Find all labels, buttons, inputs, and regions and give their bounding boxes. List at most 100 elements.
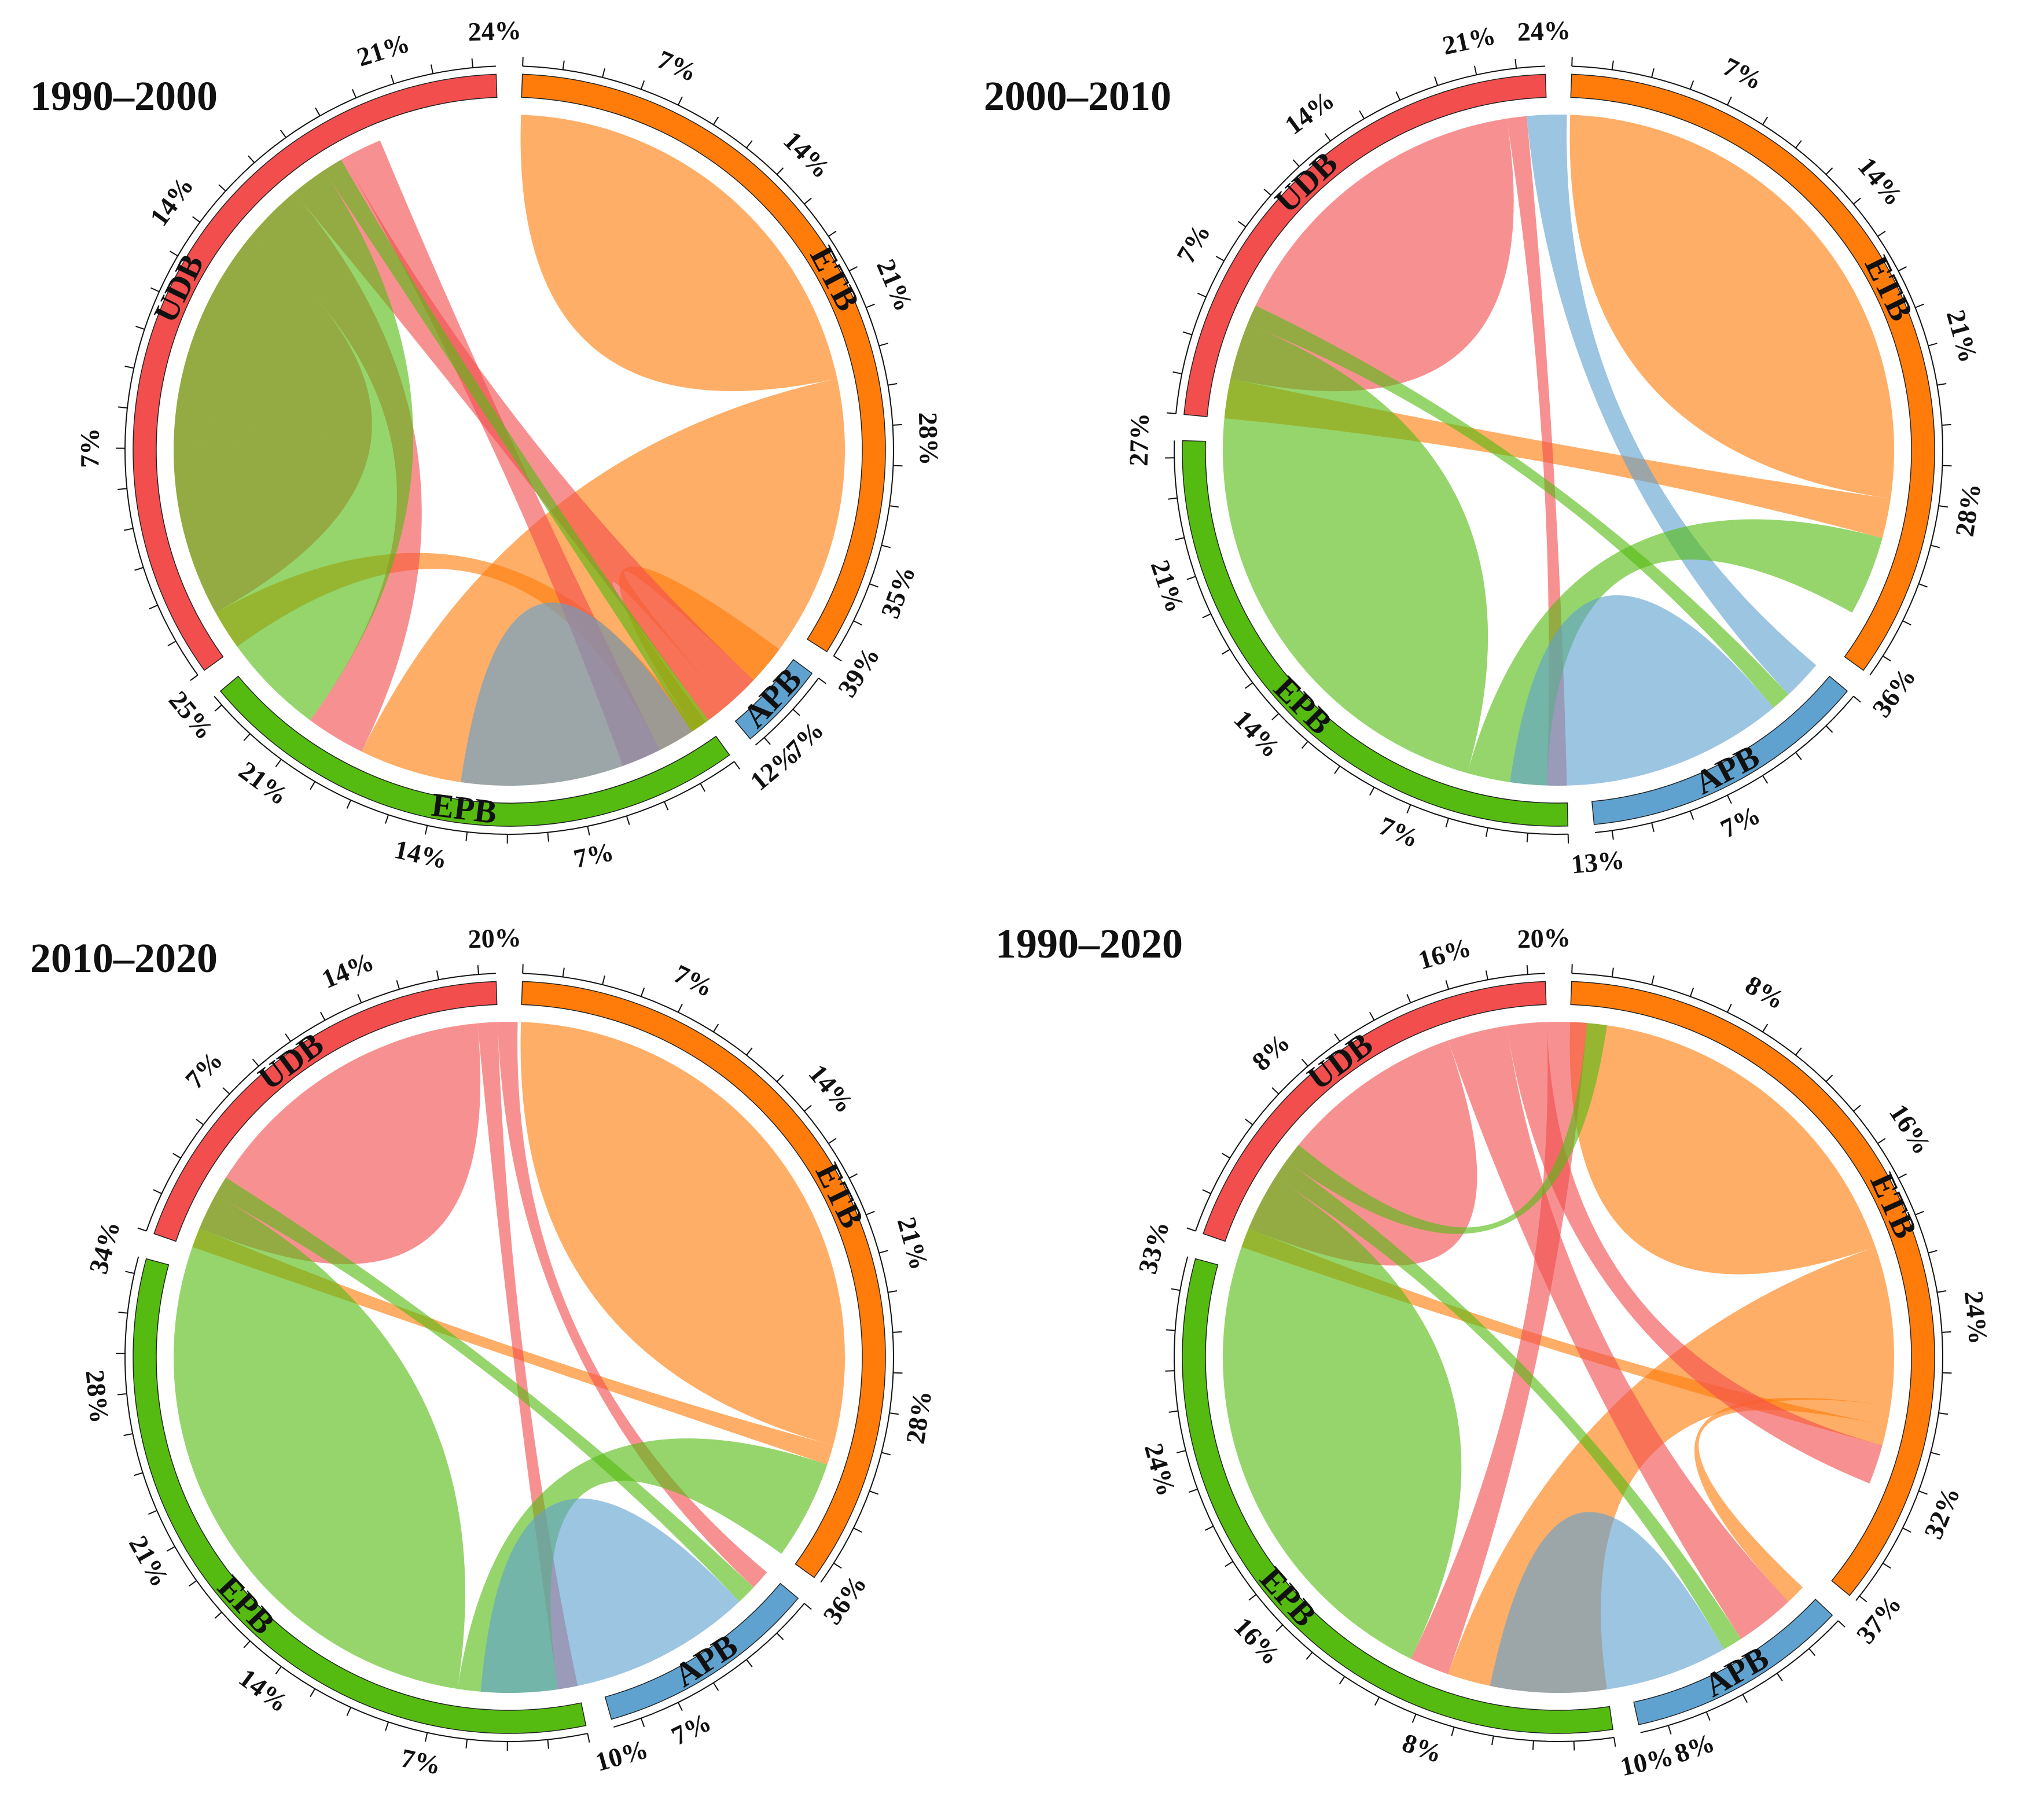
sector-label-etb: ETB (808, 1157, 872, 1234)
tick-label: 14% (778, 126, 836, 184)
ribbons (1223, 1021, 1894, 1693)
flow-epb-epb (173, 1195, 465, 1689)
sector-arc-apb (734, 658, 813, 740)
tick-label: 16% (1228, 1611, 1286, 1670)
tick-mark (465, 831, 468, 842)
tick-mark (1186, 576, 1196, 580)
tick-mark (848, 266, 858, 272)
tick-label: 14% (392, 834, 450, 874)
tick-mark (1271, 713, 1280, 720)
tick-axis-etb (1572, 973, 1943, 1601)
tick-label: 7% (670, 959, 718, 1003)
tick-mark (1275, 1624, 1284, 1632)
tick-mark (1837, 1620, 1846, 1628)
tick-mark (733, 761, 740, 770)
tick-axis-apb (755, 678, 819, 746)
tick-mark (436, 970, 439, 980)
tick-mark (746, 140, 753, 149)
tick-label: 8% (1399, 1728, 1446, 1769)
tick-label: 7% (667, 1707, 715, 1751)
flow-udb-etb (344, 140, 660, 766)
ribbons (1223, 115, 1894, 786)
tick-label: 24% (1517, 15, 1571, 46)
tick-mark (1727, 96, 1732, 106)
tick-label: 13% (1570, 845, 1626, 879)
tick-mark (351, 89, 357, 98)
flow-udb-epb (477, 1022, 578, 1689)
tick-mark (869, 583, 878, 588)
tick-mark (396, 980, 400, 990)
tick-mark (1742, 1694, 1748, 1703)
flow-epb-apb (215, 1177, 754, 1602)
chord-panel-2010-2020: 2010–2020ETBAPBEPBUDB7%14%21%28%36%7%10%… (30, 922, 937, 1780)
tick-mark (243, 1640, 251, 1648)
tick-mark (424, 825, 428, 835)
tick-mark (1877, 1137, 1886, 1144)
tick-mark (243, 733, 251, 741)
tick-mark (1938, 1412, 1948, 1415)
tick-label: 14% (234, 1663, 294, 1718)
tick-mark (1175, 537, 1185, 541)
tick-label: 21% (354, 28, 413, 72)
tick-axis-udb (124, 65, 496, 676)
tick-mark (1369, 1011, 1375, 1021)
flow-etb-etb (1569, 1022, 1876, 1275)
chord-panel-1990-2020: 1990–2020ETBAPBEPBUDB8%16%24%32%37%8%10%… (995, 921, 1993, 1781)
tick-mark (1651, 975, 1655, 985)
tick-mark (1898, 1173, 1907, 1179)
tick-mark (776, 1632, 784, 1640)
tick-mark (866, 303, 875, 308)
tick-label: 7% (1716, 800, 1764, 844)
tick-mark (214, 704, 222, 712)
tick-axis-apb (613, 1603, 805, 1728)
tick-label: 7% (1719, 51, 1767, 95)
tick-mark (1406, 804, 1411, 813)
tick-mark (310, 781, 316, 790)
tick-mark (1611, 830, 1614, 840)
tick-mark (1245, 1118, 1253, 1125)
sector-arc-epb (219, 675, 730, 827)
tick-label: 14% (318, 947, 378, 994)
tick-mark (385, 814, 389, 824)
tick-mark (562, 60, 565, 70)
tick-mark (602, 68, 605, 78)
sector-arc-epb (1182, 1258, 1613, 1734)
tick-mark (118, 1311, 128, 1314)
tick-mark (1853, 695, 1861, 703)
tick-mark (166, 1546, 175, 1552)
tick-axis-epb (1174, 440, 1568, 835)
tick-mark (1263, 189, 1271, 196)
tick-label: 21% (1440, 20, 1498, 60)
tick-mark (713, 1682, 719, 1691)
tick-axis-apb (1640, 1620, 1839, 1733)
tick-label: 21% (123, 1531, 175, 1592)
tick-mark (1883, 655, 1891, 662)
tick-mark (1825, 167, 1833, 175)
tick-mark (1445, 818, 1450, 827)
tick-mark (1225, 1561, 1234, 1567)
tick-mark (678, 1702, 683, 1711)
tick-mark (135, 326, 145, 330)
sector-arc-apb (604, 1582, 799, 1720)
tick-mark (1762, 775, 1769, 784)
tick-axis-apb (1594, 695, 1854, 834)
tick-mark (640, 987, 645, 997)
tick-axis-udb (1175, 65, 1545, 414)
chord-panel-1990-2000: 1990–2000ETBAPBEPBUDB7%14%21%28%35%39%7%… (30, 15, 944, 874)
tick-mark (587, 826, 590, 835)
tick-mark (153, 1189, 162, 1194)
tick-mark (1689, 80, 1694, 90)
tick-label: 7% (571, 837, 616, 874)
tick-mark (833, 655, 842, 662)
tick-label: 27% (1124, 413, 1155, 466)
tick-mark (1883, 1562, 1891, 1569)
tick-label: 28% (80, 1369, 114, 1424)
tick-mark (430, 64, 434, 74)
tick-label: 20% (468, 922, 522, 953)
chart-title: 2000–2010 (984, 73, 1171, 119)
tick-mark (218, 184, 226, 192)
tick-label: 10% (1617, 1742, 1676, 1781)
tick-mark (424, 1732, 428, 1742)
flow-etb-udb (192, 1228, 833, 1465)
